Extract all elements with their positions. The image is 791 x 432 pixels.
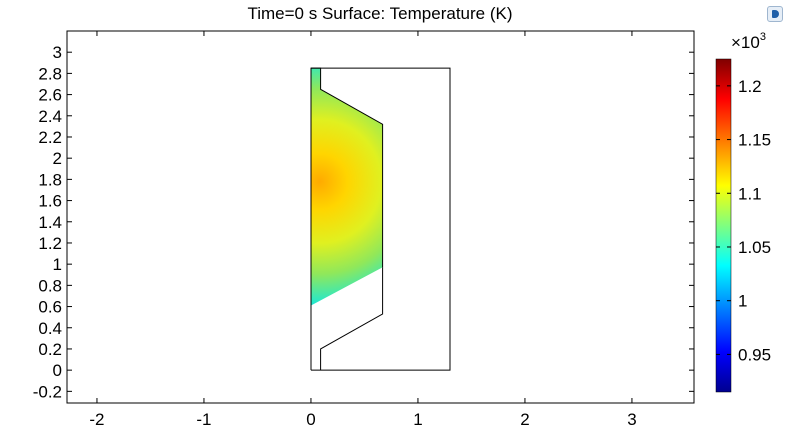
y-tick-label: -0.2 — [33, 382, 62, 401]
chart-title: Time=0 s Surface: Temperature (K) — [247, 4, 512, 23]
y-tick-label: 0.8 — [38, 276, 62, 295]
temperature-surface — [311, 68, 383, 306]
y-tick-label: 0.4 — [38, 319, 62, 338]
colorbar-multiplier-base: ×10 — [731, 33, 760, 52]
colorbar-tick-label: 1.15 — [738, 131, 771, 150]
x-tick-label: -2 — [89, 410, 104, 429]
colorbar-tick-label: 1 — [738, 292, 747, 311]
colorbar-tick-label: 1.05 — [738, 238, 771, 257]
comsol-plot-icon[interactable] — [767, 6, 783, 22]
colorbar-tick-label: 0.95 — [738, 345, 771, 364]
y-tick-label: 2.6 — [38, 86, 62, 105]
colorbar-multiplier: ×103 — [731, 31, 766, 52]
x-axis-ticks: -2 -1 0 1 2 3 — [89, 31, 637, 429]
y-tick-label: 0 — [53, 361, 62, 380]
colorbar-tick-label: 1.1 — [738, 184, 762, 203]
inner-boundary — [320, 267, 384, 371]
x-tick-label: 1 — [413, 410, 422, 429]
outer-boundary — [310, 67, 451, 371]
colorbar — [715, 58, 732, 393]
y-tick-label: 2.2 — [38, 128, 62, 147]
y-axis-ticks: -0.2 0 0.2 0.4 0.6 0.8 1 1.2 1.4 1.6 1.8 2 2.2 2.4 2.6… — [33, 43, 694, 401]
y-tick-label: 2.8 — [38, 64, 62, 83]
colorbar-ticks: 0.95 1 1.05 1.1 1.15 1.2 — [716, 77, 771, 364]
upper-boundary — [311, 67, 384, 268]
x-tick-label: 2 — [520, 410, 529, 429]
y-tick-label: 2.4 — [38, 107, 62, 126]
y-tick-label: 1.2 — [38, 234, 62, 253]
y-tick-label: 1.8 — [38, 170, 62, 189]
colorbar-tick-label: 1.2 — [738, 77, 762, 96]
y-tick-label: 1.6 — [38, 192, 62, 211]
x-tick-label: 0 — [306, 410, 315, 429]
y-tick-label: 0.2 — [38, 340, 62, 359]
x-tick-label: 3 — [627, 410, 636, 429]
y-tick-label: 1.4 — [38, 213, 62, 232]
model-geometry — [310, 67, 451, 371]
x-tick-label: -1 — [196, 410, 211, 429]
colorbar-multiplier-exponent: 3 — [760, 31, 766, 43]
y-tick-label: 0.6 — [38, 298, 62, 317]
y-tick-label: 3 — [53, 43, 62, 62]
y-tick-label: 1 — [53, 255, 62, 274]
y-tick-label: 2 — [53, 149, 62, 168]
